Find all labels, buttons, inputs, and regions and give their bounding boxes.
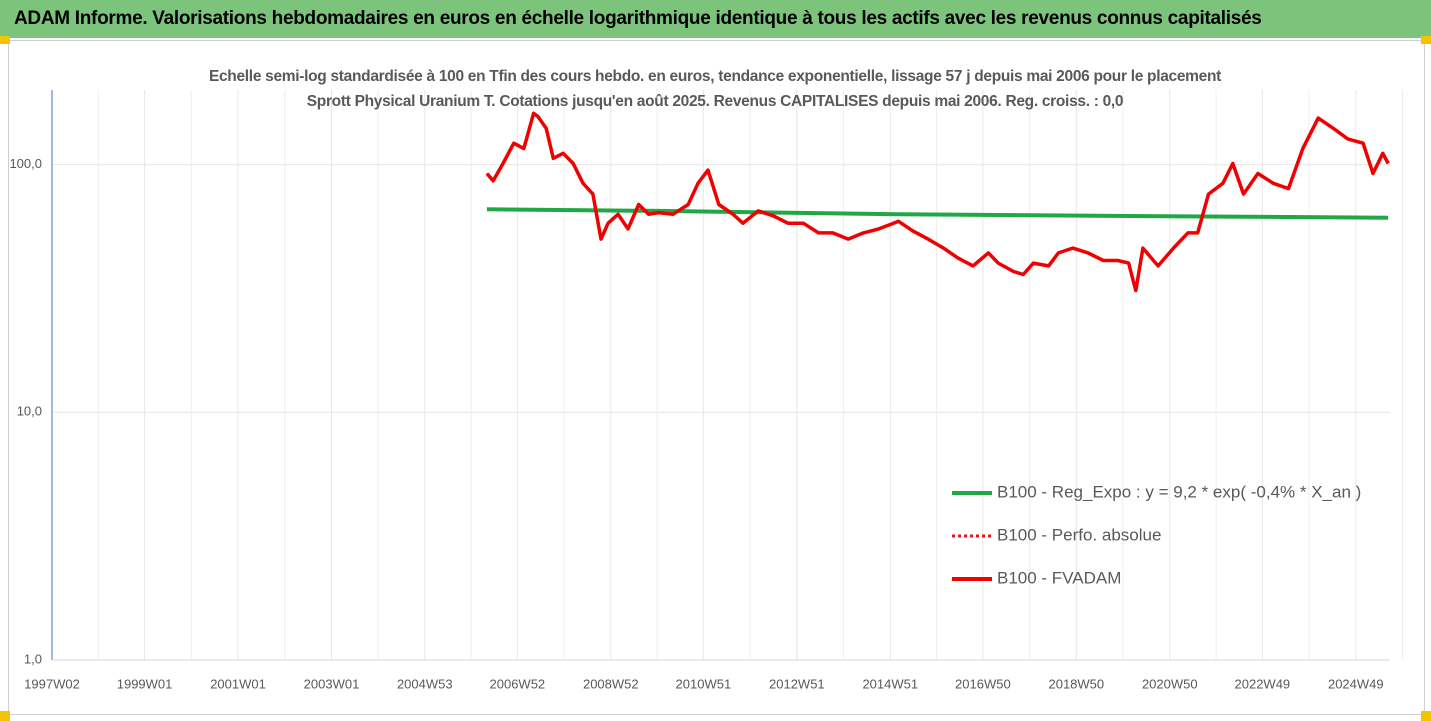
x-tick-label: 2018W50 — [1048, 676, 1104, 691]
corner — [1421, 36, 1431, 44]
x-tick-label: 2022W49 — [1235, 676, 1291, 691]
x-tick-label: 2008W52 — [583, 676, 639, 691]
corner — [0, 36, 10, 44]
x-tick-label: 2024W49 — [1328, 676, 1384, 691]
x-tick-label: 2001W01 — [210, 676, 266, 691]
corner — [1421, 711, 1431, 721]
x-tick-label: 2020W50 — [1142, 676, 1198, 691]
x-tick-label: 2003W01 — [304, 676, 360, 691]
series-line — [486, 207, 1389, 220]
chart-frame — [8, 40, 1425, 715]
x-tick-label: 1997W02 — [24, 676, 80, 691]
corner — [0, 711, 10, 721]
y-tick-label: 100,0 — [9, 156, 42, 171]
x-tick-label: 2010W51 — [676, 676, 732, 691]
x-tick-label: 2006W52 — [490, 676, 546, 691]
y-tick-label: 1,0 — [24, 651, 42, 666]
x-tick-label: 2004W53 — [397, 676, 453, 691]
legend-label: B100 - Reg_Expo : y = 9,2 * exp( -0,4% *… — [997, 482, 1361, 501]
series-line — [485, 111, 1390, 293]
x-tick-label: 1999W01 — [117, 676, 173, 691]
legend-label: B100 - FVADAM — [997, 568, 1121, 587]
header-bar — [0, 0, 1431, 38]
legend-label: B100 - Perfo. absolue — [997, 525, 1161, 544]
x-tick-label: 2014W51 — [862, 676, 918, 691]
chart-title: ADAM Informe. Valorisations hebdomadaire… — [14, 8, 1262, 29]
y-tick-label: 10,0 — [17, 404, 42, 419]
chart-subtitle: Echelle semi-log standardisée à 100 en T… — [208, 68, 1222, 110]
x-tick-label: 2012W51 — [769, 676, 825, 691]
x-tick-label: 2016W50 — [955, 676, 1011, 691]
